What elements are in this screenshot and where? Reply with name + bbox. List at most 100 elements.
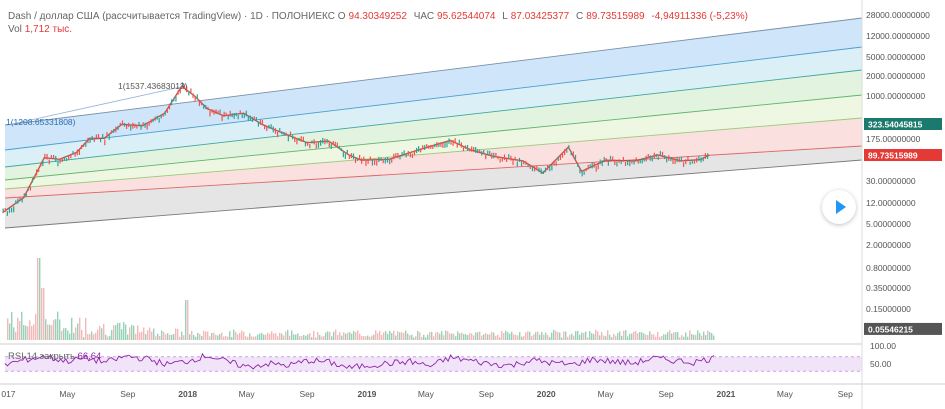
pitchfork-line	[4, 117, 863, 190]
volume-bar	[293, 334, 295, 340]
volume-bar	[369, 336, 371, 340]
candle	[33, 175, 36, 180]
candle	[577, 163, 579, 167]
candle	[633, 159, 635, 165]
volume-bar	[309, 333, 311, 340]
price-axis[interactable]: 28000.00000000 12000.00000000 5000.0000000…	[866, 10, 930, 369]
candle	[655, 154, 657, 158]
candle	[253, 116, 255, 120]
candle	[700, 157, 702, 163]
candle	[342, 151, 344, 158]
candle	[378, 156, 380, 162]
candle	[340, 148, 342, 152]
candle	[413, 151, 416, 156]
volume-bar	[297, 333, 299, 340]
rsi-tick-label: 100.00	[870, 341, 896, 351]
volume-bar	[305, 335, 307, 340]
candle	[186, 86, 188, 93]
candle	[411, 153, 414, 159]
volume-bar	[211, 332, 213, 340]
candle	[674, 158, 676, 165]
volume-bar	[493, 332, 495, 340]
volume-bar	[443, 335, 445, 340]
candle	[205, 104, 207, 110]
volume-bar	[661, 335, 663, 340]
volume-bar	[285, 331, 287, 340]
candle	[74, 152, 76, 157]
volume-bar	[581, 332, 583, 340]
candle	[338, 145, 340, 150]
candle	[579, 168, 581, 174]
price-tick-label: 2.00000000	[866, 240, 911, 250]
candle	[466, 144, 469, 151]
candle	[682, 162, 685, 167]
volume-bar	[203, 330, 205, 340]
candle	[115, 126, 117, 133]
candle	[397, 152, 399, 159]
candle	[279, 128, 281, 132]
volume-bar	[63, 328, 65, 340]
candle	[627, 160, 629, 166]
candle	[403, 150, 405, 154]
candle	[344, 153, 346, 159]
volume-bar	[407, 333, 409, 340]
candle	[160, 114, 162, 119]
candle	[175, 96, 177, 102]
candle	[531, 166, 534, 172]
candle	[483, 150, 485, 154]
candle	[698, 156, 700, 161]
candle	[136, 124, 138, 129]
time-axis[interactable]: 017 May Sep 2018 May Sep 2019 May Sep 2020 May Sep 2…	[0, 383, 945, 399]
symbol-title[interactable]: Dash / доллар США (рассчитывается Tradin…	[8, 11, 335, 22]
candle	[696, 157, 698, 163]
candle	[261, 120, 264, 126]
candle	[499, 158, 501, 163]
volume-bar	[501, 330, 503, 340]
candle	[322, 137, 324, 144]
candle	[311, 140, 313, 144]
volume-bar	[133, 325, 135, 340]
candle	[243, 113, 245, 119]
candle	[702, 157, 704, 162]
volume-bar	[633, 331, 635, 340]
candle	[689, 161, 691, 165]
volume-bar	[71, 317, 73, 340]
candle	[304, 141, 307, 147]
volume-bar	[53, 319, 55, 340]
candle	[680, 156, 682, 162]
volume-bar	[681, 335, 683, 340]
volume-bar	[115, 325, 117, 340]
volume-bar	[379, 330, 381, 340]
candle	[649, 155, 651, 161]
candle	[572, 151, 574, 156]
candle	[315, 143, 317, 149]
volume-bar	[643, 333, 645, 340]
volume-bar	[37, 258, 39, 340]
volume-bar	[653, 334, 655, 340]
volume-bar	[491, 331, 493, 340]
pitchfork-bands	[4, 17, 863, 229]
volume-bar	[701, 335, 703, 340]
time-tick-label: May	[59, 389, 76, 399]
volume-bar	[473, 335, 475, 340]
candle	[171, 99, 173, 106]
candle	[183, 84, 186, 89]
volume-bar	[33, 324, 35, 340]
volume-bar	[671, 333, 673, 340]
volume-bar	[673, 332, 675, 340]
volume-bar	[159, 335, 161, 340]
candle	[647, 153, 649, 158]
candle	[266, 126, 268, 132]
candle	[55, 155, 57, 162]
play-icon[interactable]	[822, 190, 856, 224]
price-tick-label: 0.15000000	[866, 304, 911, 314]
volume-bar	[699, 332, 701, 340]
volume-bar	[69, 333, 71, 340]
candle	[424, 144, 426, 151]
candle	[332, 140, 334, 146]
volume-bar	[67, 330, 69, 340]
candle	[495, 152, 497, 158]
volume-bar	[393, 330, 395, 340]
candle	[148, 121, 150, 126]
